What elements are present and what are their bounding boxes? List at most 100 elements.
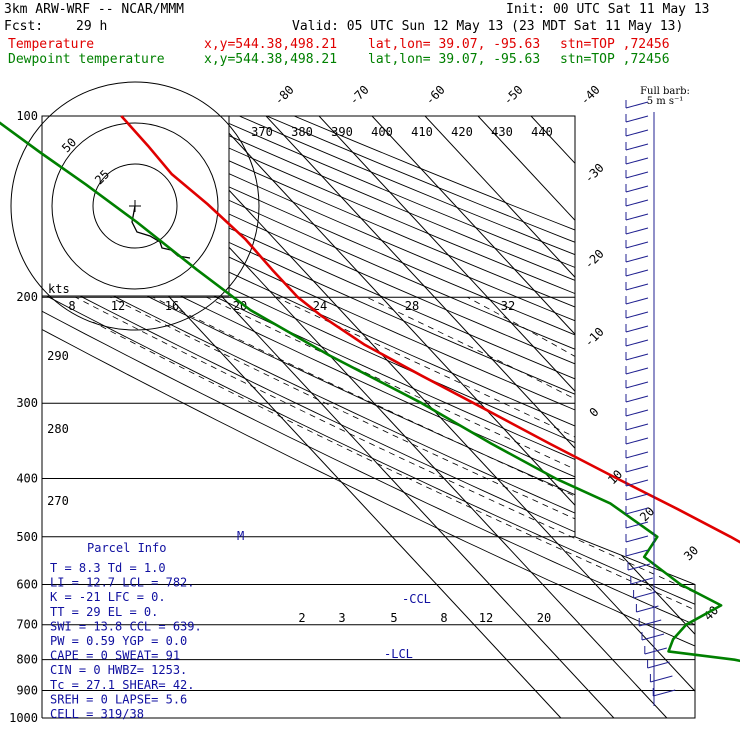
wind-barb-staff	[625, 549, 649, 557]
wind-barbs	[625, 100, 676, 697]
parcel-info-row: SWI = 13.8 CCL = 639.	[50, 619, 202, 633]
init-time: Init: 00 UTC Sat 11 May 13	[506, 2, 710, 17]
wind-barb-staff	[625, 143, 649, 151]
dry-adiabat	[42, 116, 695, 718]
pressure-tick-label: 100	[16, 109, 38, 123]
wind-barb-staff	[625, 157, 649, 165]
wind-barb-staff	[625, 367, 649, 375]
valid-time: Valid: 05 UTC Sun 12 May 13 (23 MDT Sat …	[292, 19, 684, 34]
parcel-info-row: CAPE = 0 SWEAT= 91	[50, 649, 180, 663]
pressure-tick-label: 700	[16, 618, 38, 632]
hodo-speed-label: 24	[313, 299, 327, 313]
parcel-info-row: Tc = 27.1 SHEAR= 42.	[50, 678, 195, 692]
theta-label: 440	[531, 125, 553, 139]
wind-barb-staff	[625, 395, 649, 403]
wind-barb-staff	[625, 101, 649, 109]
hodo-speed-label: 32	[501, 299, 515, 313]
isotherm-label: -40	[578, 83, 603, 108]
mixing-ratio-label: 3	[338, 611, 345, 625]
isotherm-label: -70	[347, 83, 372, 108]
wind-barb-staff	[625, 339, 649, 347]
isotherm-label: -10	[582, 325, 607, 350]
wind-barb-staff	[625, 451, 649, 459]
theta-label: 410	[411, 125, 433, 139]
isotherm-label: 0	[587, 405, 602, 420]
wind-barb-staff	[625, 255, 649, 263]
pressure-tick-label: 900	[16, 683, 38, 697]
wind-barb-staff	[647, 661, 670, 669]
barb-legend-value: 5 m s⁻¹	[647, 96, 684, 107]
wind-barb-staff	[653, 689, 676, 697]
dry-adiabat	[42, 116, 695, 718]
dewpoint-xy: x,y=544.38,498.21	[204, 52, 338, 67]
wind-barb-staff	[625, 381, 649, 389]
hodo-speed-label: 12	[111, 299, 125, 313]
isotherm-line	[599, 116, 695, 718]
isotherm-label: -80	[272, 83, 297, 108]
parcel-info: Parcel Info T = 8.3 Td = 1.0LI = 12.7 LCL…	[50, 541, 202, 721]
parcel-info-row: PW = 0.59 YGP = 0.0	[50, 634, 187, 648]
wind-barb-staff	[625, 423, 649, 431]
isotherm-label: 30	[681, 543, 701, 563]
isotherm-line	[440, 116, 695, 718]
pressure-tick-label: 200	[16, 290, 38, 304]
wind-barb-staff	[625, 283, 649, 291]
adiabat-label: 270	[47, 494, 69, 508]
hodo-speed-label: 8	[68, 299, 75, 313]
parcel-info-row: TT = 29 EL = 0.	[50, 605, 158, 619]
dewpoint-profile	[0, 121, 740, 663]
mixing-ratio-label: 5	[390, 611, 397, 625]
wind-barb-staff	[633, 591, 656, 599]
wind-barb-staff	[644, 647, 667, 655]
wind-barb-staff	[625, 465, 649, 473]
moist-adiabat	[152, 296, 695, 718]
theta-label: 390	[331, 125, 353, 139]
ccl-annotation: -CCL	[402, 592, 431, 606]
temperature-stn: stn=TOP ,72456	[560, 37, 670, 52]
isotherm-label: -60	[423, 83, 448, 108]
theta-label: 370	[251, 125, 273, 139]
dry-adiabat	[42, 116, 695, 718]
fcst-value: 29 h	[76, 19, 108, 34]
wind-barb-staff	[625, 269, 649, 277]
mixing-ratio-label: 2	[298, 611, 305, 625]
temperature-profile	[120, 115, 740, 544]
parcel-info-row: CIN = 0 HWBZ= 1253.	[50, 663, 187, 677]
wind-barb-staff	[639, 619, 662, 627]
hodo-speed-label: 16	[165, 299, 179, 313]
parcel-info-row: LI = 12.7 LCL = 782.	[50, 576, 195, 590]
moist-adiabat	[110, 296, 695, 718]
hodograph-units: kts	[48, 282, 70, 296]
hodograph-ring	[92, 163, 178, 249]
temperature-legend: Temperature	[8, 37, 95, 52]
dry-adiabat	[184, 116, 695, 718]
dewpoint-stn: stn=TOP ,72456	[560, 52, 670, 67]
pressure-tick-label: 400	[16, 471, 38, 485]
hodograph-ring	[51, 122, 219, 290]
wind-barb-staff	[625, 409, 649, 417]
theta-label: 380	[291, 125, 313, 139]
parcel-info-row: T = 8.3 Td = 1.0	[50, 561, 166, 575]
dry-adiabat	[42, 116, 695, 718]
dewpoint-latlon: lat,lon= 39.07, -95.63	[368, 52, 541, 67]
moist-adiabat	[75, 296, 695, 718]
mixing-ratio-label: 12	[479, 611, 493, 625]
dry-adiabat	[42, 116, 695, 718]
moist-adiabat	[93, 321, 695, 718]
wind-barb-staff	[630, 577, 653, 585]
isotherm-label: -50	[501, 83, 526, 108]
moist-adiabat	[206, 296, 695, 718]
hodograph-ring	[10, 81, 260, 331]
wind-barb-staff	[625, 227, 649, 235]
dry-adiabat	[42, 116, 695, 718]
pressure-tick-label: 500	[16, 530, 38, 544]
wind-barb-staff	[625, 115, 649, 123]
theta-label: 420	[451, 125, 473, 139]
wind-barb-staff	[625, 129, 649, 137]
wind-barb-staff	[625, 241, 649, 249]
mixing-ratio-label: 20	[537, 611, 551, 625]
temperature-xy: x,y=544.38,498.21	[204, 37, 338, 52]
parcel-info-row: CELL = 319/38	[50, 707, 144, 721]
